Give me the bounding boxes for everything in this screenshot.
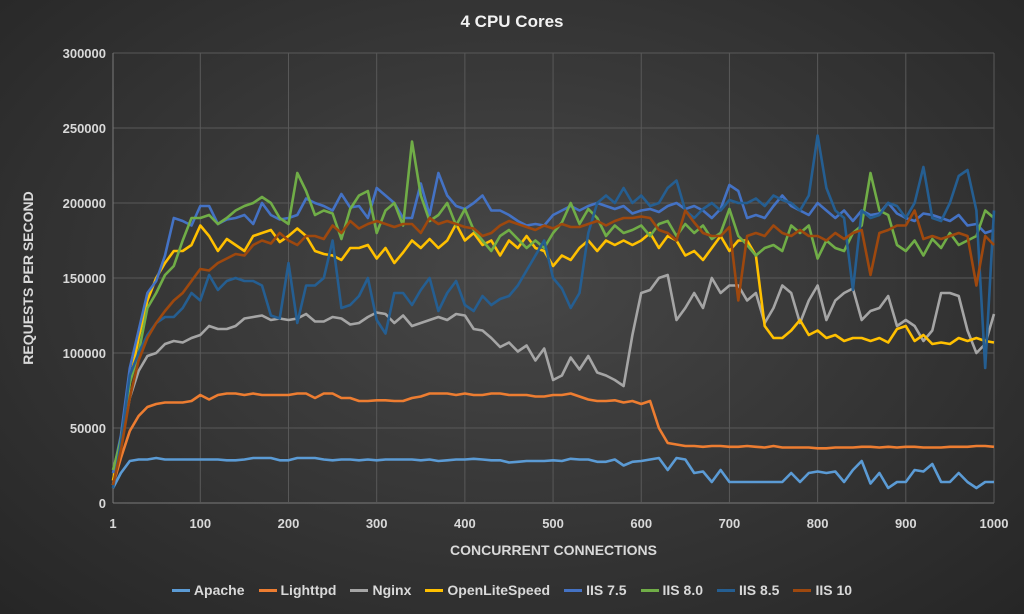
- legend-label: Apache: [193, 582, 245, 598]
- legend: Apache Lighttpd Nginx OpenLiteSpeed IIS 7.5 I…: [0, 582, 1024, 598]
- legend-item-nginx: Nginx: [350, 582, 411, 598]
- legend-swatch: [258, 588, 277, 592]
- y-tick-label: 50000: [70, 421, 106, 436]
- legend-item-apache: Apache: [171, 582, 245, 598]
- legend-label: OpenLiteSpeed: [447, 582, 551, 598]
- legend-item-iis-7-5: IIS 7.5: [564, 582, 627, 598]
- x-tick-label: 1000: [980, 516, 1009, 531]
- x-tick-label: 600: [630, 516, 652, 531]
- y-axis-label: REQUESTS PER SECOND: [20, 191, 36, 364]
- series-line-iis-8-5: [111, 134, 996, 489]
- series-line-iis-10: [111, 209, 995, 486]
- y-tick-label: 0: [99, 496, 106, 511]
- legend-label: Nginx: [372, 582, 412, 598]
- legend-label: IIS 8.5: [739, 582, 780, 598]
- series-line-nginx: [111, 273, 996, 486]
- y-tick-label: 100000: [63, 346, 106, 361]
- legend-item-iis-10: IIS 10: [793, 582, 852, 598]
- chart-title: 4 CPU Cores: [460, 12, 564, 31]
- x-tick-label: 100: [189, 516, 211, 531]
- x-axis-label: CONCURRENT CONNECTIONS: [450, 542, 657, 558]
- x-tick-label: 300: [366, 516, 388, 531]
- x-tick-label: 1: [109, 516, 116, 531]
- legend-swatch: [171, 588, 190, 592]
- legend-label: Lighttpd: [280, 582, 337, 598]
- x-tick-label: 200: [278, 516, 300, 531]
- legend-item-lighttpd: Lighttpd: [258, 582, 337, 598]
- y-tick-label: 150000: [63, 271, 106, 286]
- x-tick-label: 500: [542, 516, 564, 531]
- y-tick-label: 300000: [63, 46, 106, 61]
- y-tick-label: 200000: [63, 196, 106, 211]
- y-tick-label: 250000: [63, 121, 106, 136]
- legend-label: IIS 7.5: [586, 582, 627, 598]
- legend-item-iis-8-0: IIS 8.0: [640, 582, 703, 598]
- x-tick-label: 700: [719, 516, 741, 531]
- x-tick-label: 400: [454, 516, 476, 531]
- series-line-openlitespeed: [111, 222, 995, 481]
- legend-swatch: [564, 588, 583, 592]
- legend-label: IIS 10: [815, 582, 853, 598]
- legend-item-iis-8-5: IIS 8.5: [717, 582, 779, 598]
- x-tick-label: 800: [807, 516, 829, 531]
- legend-swatch: [793, 588, 812, 592]
- series-line-apache: [111, 456, 994, 490]
- series-line-lighttpd: [111, 392, 995, 486]
- legend-label: IIS 8.0: [662, 582, 703, 598]
- legend-swatch: [425, 588, 444, 592]
- legend-swatch: [640, 588, 659, 592]
- legend-swatch: [350, 588, 369, 592]
- series-line-iis-7-5: [111, 171, 995, 474]
- x-tick-label: 900: [895, 516, 917, 531]
- legend-item-openlitespeed: OpenLiteSpeed: [425, 582, 550, 598]
- legend-swatch: [717, 588, 735, 592]
